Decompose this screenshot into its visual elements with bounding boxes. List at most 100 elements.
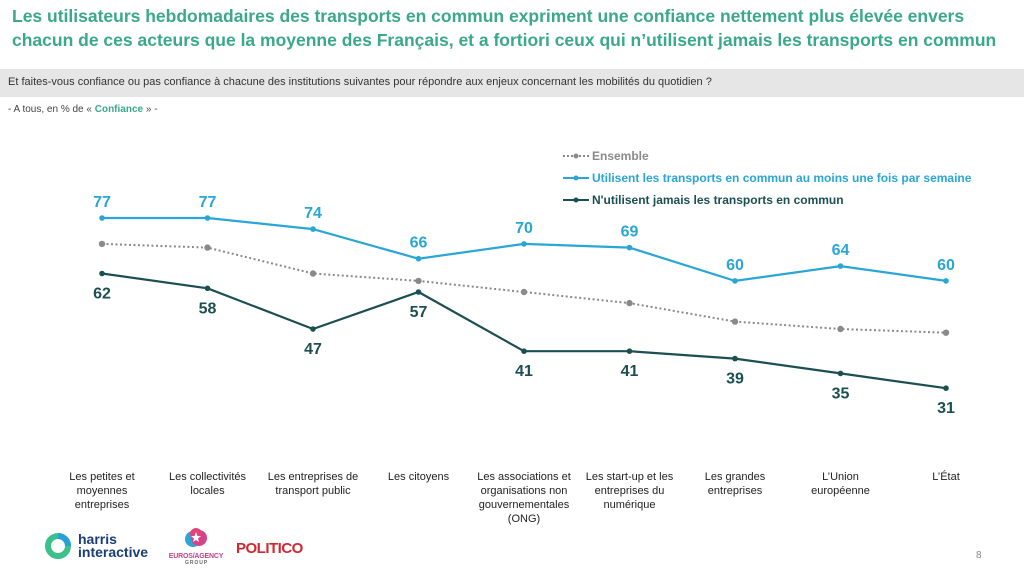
category-label-line: transport public	[275, 485, 351, 497]
legend-label-weekly: Utilisent les transports en commun au mo…	[592, 171, 972, 185]
data-point	[204, 215, 211, 221]
category-label-line: L’État	[932, 471, 960, 483]
category-label-line: gouvernementales	[478, 499, 570, 511]
page-number: 8	[976, 550, 982, 561]
category-label: Les grandes entreprises	[680, 470, 790, 498]
data-point	[309, 270, 317, 277]
data-point	[520, 288, 528, 296]
data-point	[310, 226, 316, 232]
base-suffix: » -	[143, 104, 158, 115]
euros-sub: G R O U P	[184, 560, 208, 566]
euros-agency-logo: EUROS/AGENCY G R O U P	[165, 528, 227, 566]
data-label: 66	[410, 235, 428, 252]
data-point	[415, 255, 422, 262]
data-point	[626, 299, 633, 307]
category-label-line: Les grandes	[704, 471, 766, 483]
category-label: Les petites et moyennes entreprises	[47, 470, 157, 512]
legend-item-ensemble: Ensemble	[562, 145, 971, 167]
data-point	[626, 244, 633, 251]
category-label: Les associations et organisations non gouv…	[469, 470, 579, 526]
euros-star-icon	[185, 528, 207, 547]
data-point	[943, 385, 949, 392]
data-label: 74	[304, 205, 322, 222]
data-label: 47	[304, 341, 322, 358]
category-label-line: L’Union	[822, 471, 859, 483]
legend-swatch-weekly	[563, 175, 589, 181]
data-point	[521, 348, 527, 355]
data-point	[521, 241, 527, 247]
harris-ring-icon	[45, 533, 71, 559]
data-label: 60	[726, 257, 744, 274]
data-label: 70	[515, 220, 533, 237]
legend-swatch-never	[563, 197, 589, 203]
data-label: 31	[937, 400, 955, 417]
data-point	[837, 370, 844, 377]
category-label-line: européenne	[811, 485, 870, 497]
category-label: L’État	[891, 470, 1001, 484]
euros-label: EUROS/AGENCY	[168, 553, 224, 560]
base-prefix: - A tous, en % de «	[8, 104, 95, 115]
legend-swatch-ensemble	[563, 153, 589, 159]
legend-label-ensemble: Ensemble	[592, 149, 649, 163]
category-label: Les collectivités locales	[153, 470, 263, 498]
series-1: 77 77 74 66 70 69 60 64 60	[93, 194, 955, 284]
data-point	[732, 278, 738, 284]
data-point	[98, 240, 106, 248]
data-point	[310, 326, 316, 332]
category-label-line: Les collectivités	[168, 471, 247, 483]
category-label-line: entreprises	[74, 499, 130, 511]
data-point	[626, 348, 633, 355]
data-point	[204, 244, 211, 251]
harris-line2: interactive	[78, 544, 149, 560]
data-point	[837, 263, 844, 269]
chart-legend: Ensemble Utilisent les transports en com…	[562, 145, 971, 211]
series-line	[101, 242, 947, 334]
category-label: Les entreprises de transport public	[258, 470, 368, 498]
legend-label-never: N'utilisent jamais les transports en com…	[592, 193, 844, 207]
data-point	[415, 277, 422, 285]
category-label-line: Les associations et	[477, 471, 571, 483]
data-point	[942, 329, 950, 336]
data-label: 77	[93, 194, 111, 211]
data-label: 60	[937, 257, 955, 274]
data-label: 41	[515, 363, 533, 380]
harris-line1: harris	[78, 531, 117, 547]
data-point	[415, 289, 422, 295]
series-2: 62 58 47 57 41 41 39 35 31	[93, 270, 955, 417]
base-note: - A tous, en % de « Confiance » -	[8, 104, 158, 115]
data-label: 77	[199, 194, 217, 211]
category-label: L’Union européenne	[786, 470, 896, 498]
survey-question: Et faites-vous confiance ou pas confianc…	[8, 76, 712, 88]
data-label: 64	[832, 242, 850, 259]
politico-logo: POLITICO	[236, 540, 303, 557]
question-bar: Et faites-vous confiance ou pas confianc…	[0, 69, 1024, 97]
category-label-line: organisations non	[480, 485, 568, 497]
data-label: 58	[199, 300, 217, 317]
category-label-line: Les petites et	[69, 471, 135, 483]
base-highlight: Confiance	[94, 104, 144, 115]
data-label: 57	[410, 304, 428, 321]
slide-title: Les utilisateurs hebdomadaires des trans…	[12, 6, 997, 50]
harris-interactive-logo: harris interactive	[44, 532, 148, 560]
category-label-line: Les start-up et les	[585, 471, 674, 483]
legend-item-never: N'utilisent jamais les transports en com…	[562, 189, 971, 211]
data-point	[731, 318, 739, 325]
category-label: Les citoyens	[364, 470, 474, 484]
category-label-line: moyennes	[76, 485, 128, 497]
category-label-line: (ONG)	[507, 513, 541, 525]
data-label: 62	[93, 286, 111, 303]
data-point	[732, 355, 738, 362]
series-0	[98, 240, 950, 336]
data-point	[837, 325, 844, 333]
data-label: 39	[726, 371, 744, 388]
data-point	[99, 215, 105, 221]
legend-item-weekly: Utilisent les transports en commun au mo…	[562, 167, 971, 189]
data-label: 41	[621, 363, 639, 380]
data-label: 69	[621, 224, 639, 241]
category-label-line: numérique	[603, 499, 656, 511]
category-label-line: locales	[190, 485, 225, 497]
data-point	[99, 270, 105, 277]
category-label-line: Les citoyens	[387, 471, 450, 483]
category-label-line: entreprises du	[594, 485, 665, 497]
